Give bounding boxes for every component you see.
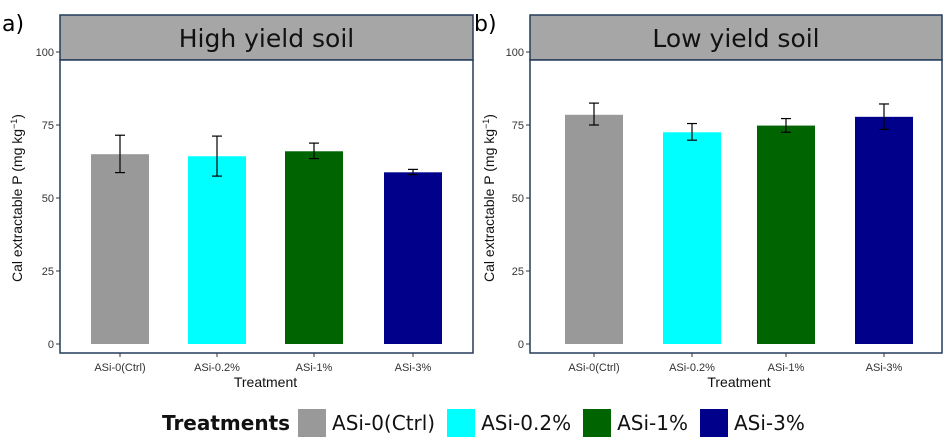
legend-item-0-2: ASi-0.2% xyxy=(447,409,571,437)
bar xyxy=(384,172,442,344)
legend-label: ASi-3% xyxy=(733,411,805,435)
legend-item-3: ASi-3% xyxy=(699,409,805,437)
y-axis-title-exponent: −1 xyxy=(9,119,19,129)
legend-label: ASi-1% xyxy=(617,411,688,435)
y-axis-title: Cal extractable P (mg kg−1) xyxy=(9,114,25,282)
x-tick-label: ASi-3% xyxy=(866,362,903,374)
panel-label: a) xyxy=(2,12,24,37)
bar xyxy=(855,116,913,344)
chart-panel-b: b) Low yield soil 0 25 50 75 100 Cal extractabl… xyxy=(474,12,943,390)
y-tick-label: 50 xyxy=(42,193,54,205)
y-tick-label: 25 xyxy=(512,266,524,278)
legend-swatch xyxy=(298,409,327,437)
bar xyxy=(285,151,343,344)
legend-item-1: ASi-1% xyxy=(583,409,688,437)
bar xyxy=(91,154,149,344)
chart-title: Low yield soil xyxy=(652,24,819,53)
x-tick-label: ASi-0(Ctrl) xyxy=(94,362,145,374)
facet-strip xyxy=(59,14,474,61)
y-axis-title-main: Cal extractable P (mg kg xyxy=(9,129,25,282)
y-axis-title-close: ) xyxy=(9,114,25,119)
y-tick-label: 75 xyxy=(42,120,54,132)
legend-label: ASi-0.2% xyxy=(481,411,572,435)
x-tick-label: ASi-0.2% xyxy=(194,362,240,374)
legend: Treatments ASi-0(Ctrl) ASi-0.2% ASi-1% A… xyxy=(162,405,817,441)
panel-label: b) xyxy=(474,12,497,37)
bar xyxy=(663,132,721,344)
y-tick-label: 100 xyxy=(506,47,524,59)
y-tick-label: 75 xyxy=(512,120,524,132)
x-tick-label: ASi-3% xyxy=(395,362,432,374)
x-axis-title: Treatment xyxy=(234,374,297,390)
bar xyxy=(188,156,246,344)
y-tick-label: 0 xyxy=(518,339,524,351)
legend-item-ctrl: ASi-0(Ctrl) xyxy=(298,409,435,437)
x-tick-label: ASi-0.2% xyxy=(669,362,715,374)
chart-title: High yield soil xyxy=(179,24,355,53)
legend-label: ASi-0(Ctrl) xyxy=(332,411,436,435)
x-tick-label: ASi-1% xyxy=(296,362,333,374)
x-axis-title: Treatment xyxy=(707,374,770,390)
legend-swatch xyxy=(699,409,728,437)
y-tick-label: 25 xyxy=(42,266,54,278)
y-tick-label: 0 xyxy=(48,339,54,351)
bar xyxy=(565,114,623,344)
y-axis-title-exponent: −1 xyxy=(481,119,491,129)
chart-panel-a: a) High yield soil 0 25 50 75 100 Cal extractab… xyxy=(2,12,474,390)
legend-swatch xyxy=(447,409,476,437)
y-axis-title-close: ) xyxy=(481,114,497,119)
x-tick-label: ASi-0(Ctrl) xyxy=(568,362,619,374)
bar xyxy=(757,125,815,344)
y-axis-title-main: Cal extractable P (mg kg xyxy=(481,129,497,282)
y-axis-title: Cal extractable P (mg kg−1) xyxy=(481,114,497,282)
x-tick-label: ASi-1% xyxy=(768,362,805,374)
facet-strip xyxy=(529,14,943,61)
y-tick-label: 100 xyxy=(36,47,54,59)
legend-title: Treatments xyxy=(162,411,291,435)
y-tick-label: 50 xyxy=(512,193,524,205)
legend-swatch xyxy=(583,409,612,437)
